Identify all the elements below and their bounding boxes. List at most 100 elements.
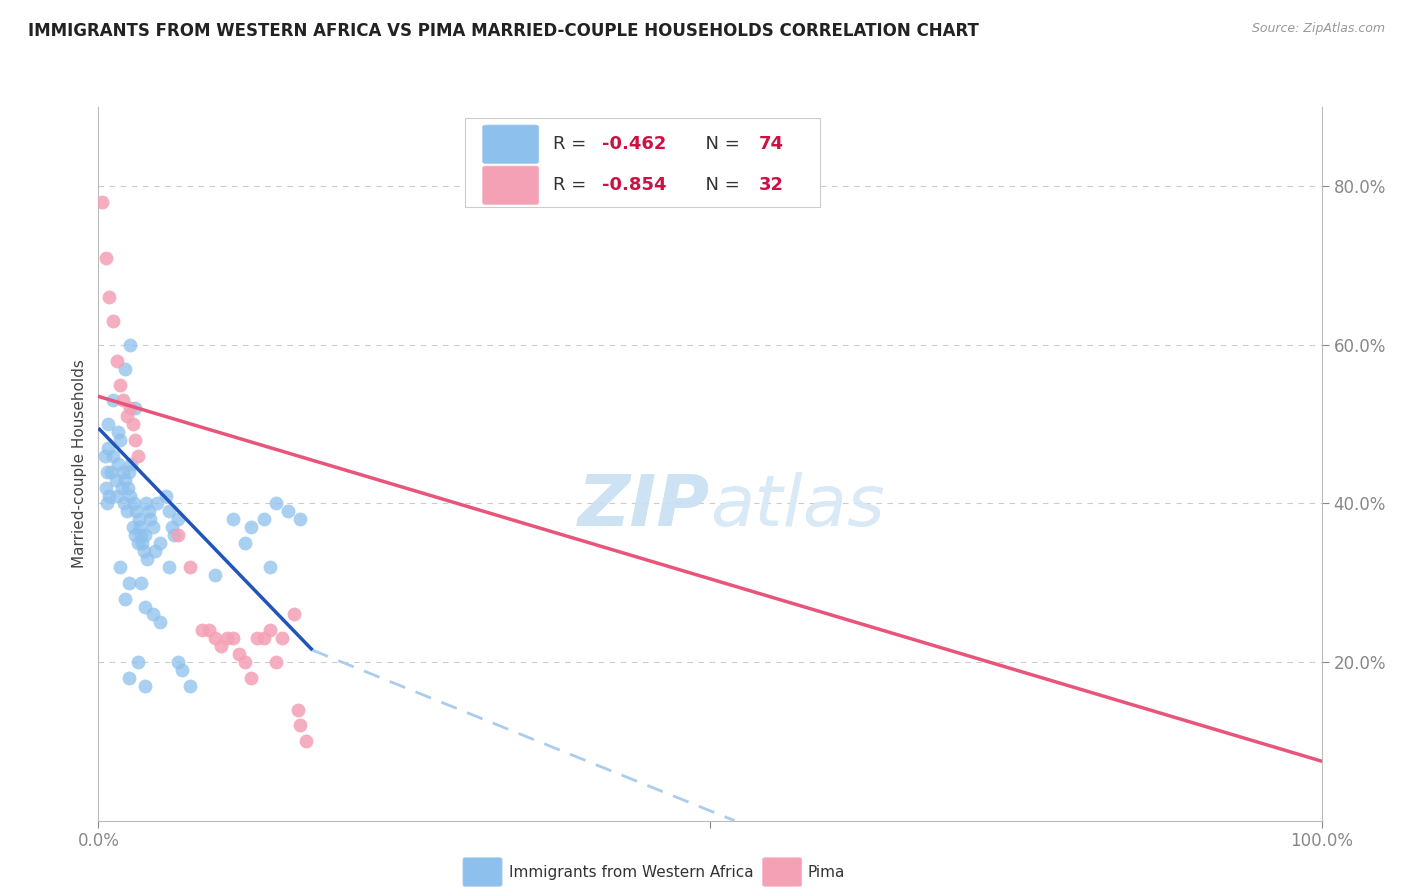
Point [139,512,162,526]
Point [124,433,146,447]
Point [252,632,274,646]
Point [240,671,263,685]
Point [111,393,134,408]
Point [179,560,201,574]
Point [146,496,169,510]
Point [134,528,156,542]
Point [98,290,121,304]
Point [127,536,149,550]
Point [96,465,118,479]
Point [112,496,135,510]
Point [98,489,121,503]
Point [117,481,139,495]
Point [124,528,146,542]
Point [125,504,148,518]
Text: 32: 32 [759,177,785,194]
Point [93,449,115,463]
FancyBboxPatch shape [762,858,801,887]
Point [129,520,152,534]
Point [115,409,138,424]
Point [105,353,128,368]
Point [120,457,142,471]
Point [149,536,172,550]
Text: Source: ZipAtlas.com: Source: ZipAtlas.com [1251,22,1385,36]
Point [118,671,141,685]
Point [120,489,142,503]
FancyBboxPatch shape [463,858,502,887]
Point [127,655,149,669]
Point [287,703,309,717]
Point [143,544,166,558]
Point [120,338,142,352]
Point [114,591,136,606]
Point [204,567,226,582]
Point [277,504,299,518]
Point [155,489,177,503]
Point [97,441,120,455]
Text: 74: 74 [759,136,785,153]
Point [121,417,143,432]
Point [233,536,256,550]
Point [222,632,245,646]
Point [124,401,146,416]
Text: IMMIGRANTS FROM WESTERN AFRICA VS PIMA MARRIED-COUPLE HOUSEHOLDS CORRELATION CHA: IMMIGRANTS FROM WESTERN AFRICA VS PIMA M… [28,22,979,40]
Point [167,528,190,542]
Point [264,496,287,510]
Point [142,607,165,622]
Point [107,457,129,471]
Point [114,473,136,487]
Point [142,520,165,534]
Text: N =: N = [695,177,745,194]
Text: Immigrants from Western Africa: Immigrants from Western Africa [509,864,754,880]
Point [215,632,238,646]
Point [167,655,190,669]
Text: Pima: Pima [808,864,845,880]
Point [94,481,117,495]
Point [283,607,305,622]
FancyBboxPatch shape [482,125,538,163]
Point [134,679,156,693]
Point [233,655,256,669]
Point [191,624,214,638]
Point [121,520,143,534]
Point [111,481,134,495]
Point [120,401,142,416]
Point [167,512,190,526]
Text: -0.462: -0.462 [602,136,666,153]
Point [111,465,134,479]
Text: R =: R = [554,136,592,153]
Point [163,528,186,542]
Point [127,449,149,463]
Point [105,489,128,503]
Point [110,377,132,392]
Point [197,624,219,638]
Point [114,361,136,376]
Point [252,512,274,526]
Point [270,632,294,646]
Point [129,575,152,590]
Text: N =: N = [695,136,745,153]
Point [91,195,114,210]
Point [104,473,127,487]
Point [228,647,250,661]
Point [94,251,117,265]
Text: R =: R = [554,177,592,194]
Point [132,544,155,558]
Point [157,560,180,574]
Point [290,512,312,526]
Point [240,520,263,534]
Point [131,536,153,550]
Point [129,528,152,542]
Point [222,512,245,526]
Point [118,465,141,479]
Point [246,632,269,646]
Point [128,512,150,526]
Point [134,599,156,614]
Point [122,496,145,510]
Point [209,639,232,653]
Point [204,632,226,646]
Point [179,679,201,693]
Point [101,449,124,463]
Point [110,560,132,574]
Point [110,433,132,447]
